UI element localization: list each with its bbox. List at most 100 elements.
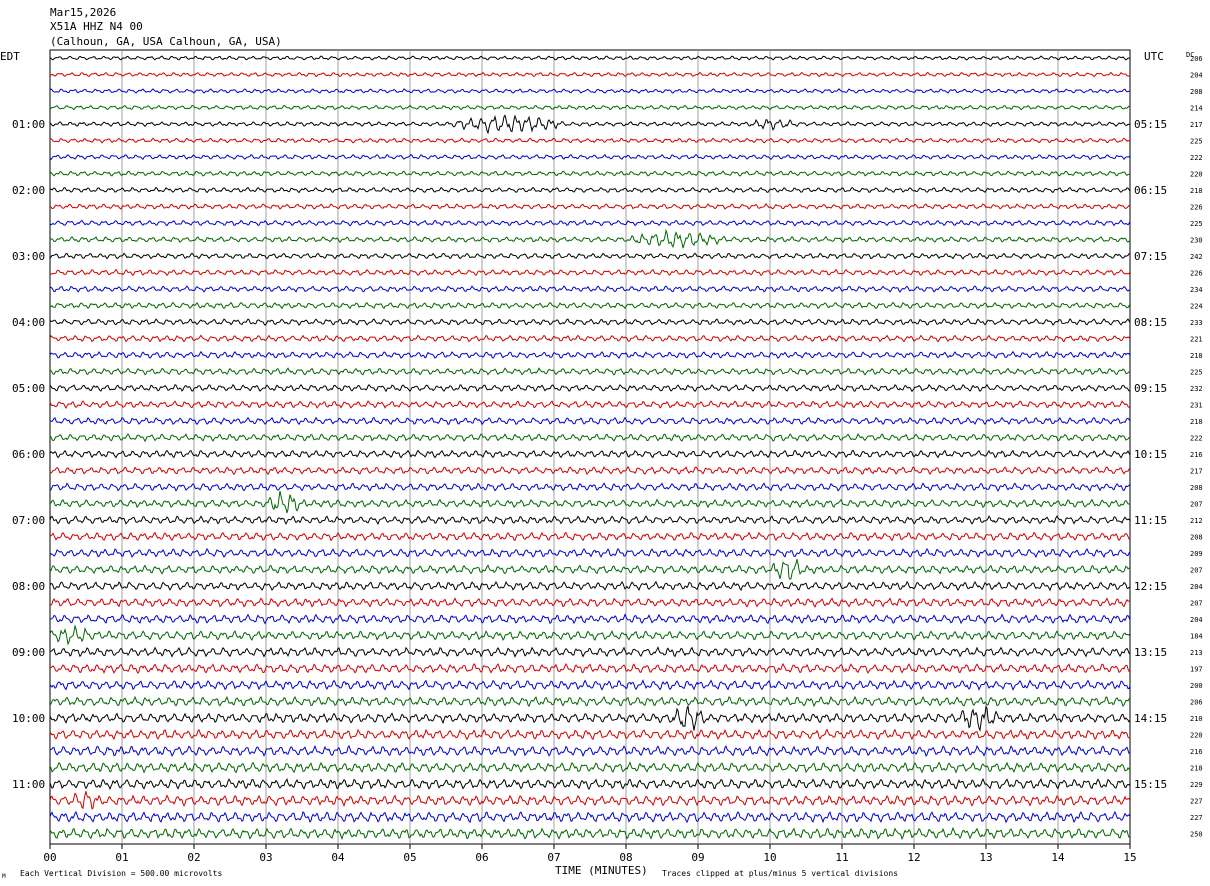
- dc-offset-label: 210: [1190, 715, 1203, 723]
- x-tick-label: 02: [187, 851, 200, 864]
- right-hour-label: 08:15: [1134, 316, 1167, 329]
- trace-row: [49, 285, 1131, 293]
- right-hour-label: 15:15: [1134, 778, 1167, 791]
- dc-offset-label: 200: [1190, 682, 1203, 690]
- dc-offset-label: 227: [1190, 798, 1203, 806]
- dc-offset-label: 234: [1190, 286, 1203, 294]
- footer-clip-note: Traces clipped at plus/minus 5 vertical …: [662, 869, 898, 878]
- dc-offset-label: 208: [1190, 484, 1203, 492]
- left-hour-label: 02:00: [12, 184, 45, 197]
- trace-row: [49, 662, 1131, 675]
- trace-row: [49, 114, 1131, 135]
- dc-offset-label: 232: [1190, 385, 1203, 393]
- right-hour-label: 05:15: [1134, 118, 1167, 131]
- dc-offset-label: 218: [1190, 418, 1203, 426]
- trace-row: [49, 547, 1131, 559]
- left-hour-label: 01:00: [12, 118, 45, 131]
- dc-offset-label: 207: [1190, 600, 1203, 608]
- right-hour-label: 09:15: [1134, 382, 1167, 395]
- trace-row: [49, 728, 1131, 741]
- trace-row: [49, 170, 1131, 177]
- dc-offset-label: 217: [1190, 468, 1203, 476]
- trace-row: [49, 153, 1131, 161]
- trace-row: [49, 88, 1131, 94]
- trace-row: [49, 613, 1131, 625]
- dc-offset-label: 207: [1190, 501, 1203, 509]
- right-hour-label: 13:15: [1134, 646, 1167, 659]
- dc-offset-label: 226: [1190, 270, 1203, 278]
- dc-offset-label: 222: [1190, 435, 1203, 443]
- x-axis: 00 01 02 03 04 05 06 07 08 09 10 11 12 13 14 15: [43, 844, 1137, 864]
- trace-row: [49, 71, 1131, 78]
- x-tick-label: 13: [979, 851, 992, 864]
- dc-offset-label: 208: [1190, 534, 1203, 542]
- trace-row: [49, 268, 1131, 277]
- dc-offset-header: DC: [1186, 51, 1194, 59]
- dc-offset-label: 220: [1190, 732, 1203, 740]
- dc-offset-label: 225: [1190, 369, 1203, 377]
- left-timezone-label: EDT: [0, 50, 20, 63]
- dc-offset-label: 225: [1190, 138, 1203, 146]
- header: Mar15,2026 X51A HHZ N4 00 (Calhoun, GA, …: [50, 6, 282, 48]
- dc-offset-label: 220: [1190, 171, 1203, 179]
- dc-offset-label: 212: [1190, 517, 1203, 525]
- trace-row: [49, 704, 1131, 732]
- dc-offset-label: 221: [1190, 336, 1203, 344]
- trace-row: [49, 219, 1131, 227]
- x-tick-label: 04: [331, 851, 345, 864]
- trace-row: [49, 679, 1131, 691]
- trace-row: [49, 318, 1131, 326]
- trace-row: [49, 301, 1131, 310]
- trace-row: [49, 597, 1131, 608]
- x-tick-label: 08: [619, 851, 632, 864]
- x-tick-label: 09: [691, 851, 704, 864]
- plot-frame: [49, 49, 1131, 845]
- dc-offset-label: 214: [1190, 105, 1203, 113]
- trace-row: [49, 228, 1131, 249]
- trace-row: [49, 531, 1131, 542]
- trace-row: [49, 761, 1131, 774]
- right-timezone-label: UTC: [1144, 50, 1164, 63]
- dc-offset-label: 217: [1190, 121, 1203, 129]
- left-hour-label: 06:00: [12, 448, 45, 461]
- right-hour-label: 06:15: [1134, 184, 1167, 197]
- x-tick-label: 11: [835, 851, 848, 864]
- trace-row: [49, 186, 1131, 194]
- left-hour-label: 08:00: [12, 580, 45, 593]
- left-hour-label: 09:00: [12, 646, 45, 659]
- dc-offset-labels: 206 204 208 214 217 225 222 220 218 226 225 230 242 2…: [1190, 55, 1203, 839]
- trace-row: [49, 416, 1131, 426]
- trace-row: [49, 791, 1131, 810]
- trace-row: [49, 490, 1131, 514]
- trace-row: [49, 400, 1131, 410]
- right-hour-label: 12:15: [1134, 580, 1167, 593]
- left-hour-label: 04:00: [12, 316, 45, 329]
- trace-row: [49, 252, 1131, 260]
- trace-row: [49, 744, 1131, 757]
- footer-corner-mark: M: [2, 873, 6, 880]
- right-hour-label: 14:15: [1134, 712, 1167, 725]
- header-location: (Calhoun, GA, USA Calhoun, GA, USA): [50, 35, 282, 48]
- trace-row: [49, 482, 1131, 492]
- dc-offset-label: 230: [1190, 237, 1203, 245]
- dc-offset-label: 218: [1190, 352, 1203, 360]
- trace-row: [49, 624, 1131, 646]
- trace-row: [49, 515, 1131, 526]
- trace-row: [49, 433, 1131, 443]
- dc-offset-label: 229: [1190, 781, 1203, 789]
- dc-offset-label: 233: [1190, 319, 1203, 327]
- dc-offset-label: 197: [1190, 666, 1203, 674]
- trace-row: [49, 350, 1131, 360]
- dc-offset-label: 216: [1190, 748, 1203, 756]
- footer-scale-note: Each Vertical Division = 500.00 microvol…: [20, 869, 222, 878]
- x-tick-label: 00: [43, 851, 56, 864]
- left-hour-labels: 01:00 02:00 03:00 04:00 05:00 06:00 07:00 08:00…: [12, 118, 45, 791]
- dc-offset-label: 204: [1190, 72, 1203, 80]
- left-hour-label: 10:00: [12, 712, 45, 725]
- dc-offset-label: 218: [1190, 187, 1203, 195]
- dc-offset-label: 204: [1190, 583, 1203, 591]
- trace-row: [49, 465, 1131, 476]
- dc-offset-label: 224: [1190, 303, 1203, 311]
- dc-offset-label: 226: [1190, 204, 1203, 212]
